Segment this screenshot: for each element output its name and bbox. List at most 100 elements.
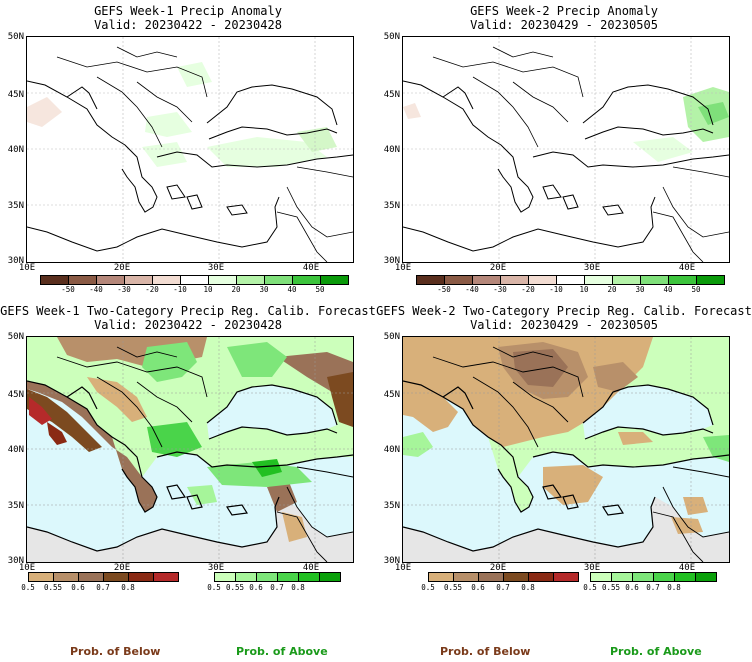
lat-label-30n: 30N [7,556,24,566]
caption-prob-below-left: Prob. of Below [70,645,161,658]
panel-week2-anomaly: GEFS Week-2 Precip Anomaly Valid: 202304… [376,0,752,300]
anomaly-swatch-3 [500,275,529,285]
panel-valid-dates: Valid: 20230429 - 20230505 [470,18,658,32]
above-swatch-3 [277,572,299,582]
lon-label-30e: 30E [207,263,225,273]
lat-label-35n: 35N [383,201,400,211]
panel-week1-anomaly: GEFS Week-1 Precip Anomaly Valid: 202304… [0,0,376,300]
lon-label-40e: 40E [678,263,696,273]
lat-label-30n: 30N [383,556,400,566]
below-tick: 0.7 [496,583,510,592]
anomaly-swatch-9 [292,275,321,285]
above-swatch-4 [298,572,320,582]
above-tick: 0.6 [625,583,639,592]
lon-label-10e: 10E [394,263,412,273]
lat-label-50n: 50N [383,32,400,42]
anomaly-tick: 10 [203,285,213,294]
anomaly-swatch-4 [152,275,181,285]
above-swatch-5 [695,572,717,582]
anomaly-tick: 10 [579,285,589,294]
anomaly-swatch-9 [668,275,697,285]
below-swatch-3 [103,572,129,582]
above-swatch-2 [632,572,654,582]
below-tick: 0.6 [71,583,85,592]
lon-label-10e: 10E [18,563,36,573]
anomaly-tick: -20 [521,285,535,294]
above-tick: 0.5 [207,583,221,592]
panel-week2-probability: GEFS Week-2 Two-Category Precip Reg. Cal… [376,300,752,600]
anomaly-tick: 20 [607,285,617,294]
lat-label-40n: 40N [383,145,400,155]
anomaly-tick: 50 [691,285,701,294]
anomaly-swatch-1 [68,275,97,285]
below-swatch-0 [28,572,54,582]
below-swatch-4 [128,572,154,582]
lat-label-45n: 45N [7,90,24,100]
below-tick: 0.55 [443,583,463,592]
anomaly-swatch-4 [528,275,557,285]
lat-label-40n: 40N [7,145,24,155]
anomaly-tick: -40 [465,285,479,294]
below-swatch-0 [428,572,454,582]
anomaly-tick: -10 [173,285,187,294]
anomaly-tick: 30 [259,285,269,294]
lon-label-20e: 20E [113,263,131,273]
anomaly-swatch-7 [612,275,641,285]
anomaly-swatch-8 [640,275,669,285]
anomaly-swatch-1 [444,275,473,285]
lat-label-30n: 30N [7,256,24,266]
anomaly-swatch-2 [472,275,501,285]
anomaly-tick: -30 [117,285,131,294]
anomaly-colorbar: -50 -40 -30 -20 -10 10 20 30 40 50 [416,275,732,297]
below-swatch-4 [528,572,554,582]
anomaly-swatch-10 [320,275,349,285]
anomaly-swatch-2 [96,275,125,285]
anomaly-tick: -50 [61,285,75,294]
anomaly-swatch-7 [236,275,265,285]
lon-label-20e: 20E [489,263,507,273]
lon-label-40e: 40E [302,263,320,273]
above-swatch-2 [256,572,278,582]
anomaly-swatch-6 [584,275,613,285]
lat-label-35n: 35N [7,501,24,511]
map-week2-anomaly [402,36,730,263]
below-tick: 0.6 [471,583,485,592]
lat-label-35n: 35N [383,501,400,511]
anomaly-tick: -40 [89,285,103,294]
panel-title: GEFS Week-1 Precip Anomaly [94,4,282,18]
prob-below-colorbar: 0.5 0.55 0.6 0.7 0.8 [21,572,188,596]
above-swatch-0 [590,572,612,582]
lat-label-50n: 50N [7,332,24,342]
anomaly-swatch-6 [208,275,237,285]
below-swatch-3 [503,572,529,582]
panel-title: GEFS Week-2 Two-Category Precip Reg. Cal… [376,304,752,318]
above-tick: 0.7 [270,583,284,592]
above-tick: 0.55 [601,583,621,592]
caption-prob-above-right: Prob. of Above [610,645,702,658]
lon-label-30e: 30E [583,263,601,273]
below-tick: 0.5 [21,583,35,592]
lon-label-30e: 30E [207,563,225,573]
map-week1-probability [26,336,354,563]
above-swatch-4 [674,572,696,582]
above-tick: 0.7 [646,583,660,592]
anomaly-tick: 40 [663,285,673,294]
lat-label-30n: 30N [383,256,400,266]
lat-label-50n: 50N [7,32,24,42]
lon-label-20e: 20E [113,563,131,573]
panel-title: GEFS Week-1 Two-Category Precip Reg. Cal… [0,304,376,318]
below-tick: 0.8 [521,583,535,592]
anomaly-swatch-10 [696,275,725,285]
above-tick: 0.8 [291,583,305,592]
anomaly-tick: 40 [287,285,297,294]
lat-label-45n: 45N [383,390,400,400]
panel-valid-dates: Valid: 20230422 - 20230428 [94,318,282,332]
lat-label-50n: 50N [383,332,400,342]
caption-prob-below-right: Prob. of Below [440,645,531,658]
above-tick: 0.55 [225,583,245,592]
anomaly-tick: 50 [315,285,325,294]
anomaly-tick: -30 [493,285,507,294]
prob-above-colorbar: 0.5 0.55 0.6 0.7 0.8 [583,572,750,596]
anomaly-swatch-3 [124,275,153,285]
below-swatch-2 [78,572,104,582]
